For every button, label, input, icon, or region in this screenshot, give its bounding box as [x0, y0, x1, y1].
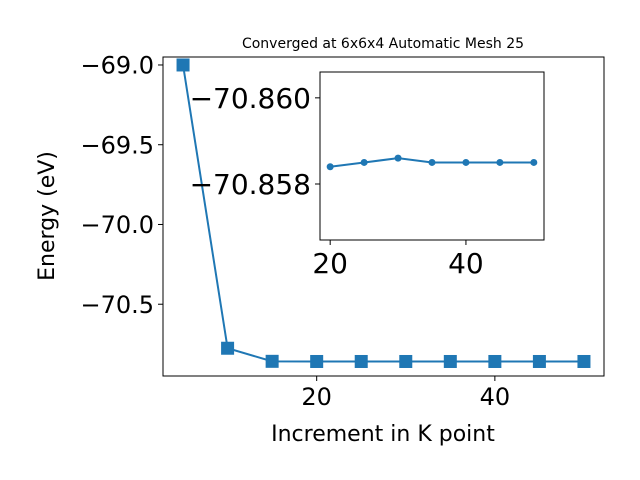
inset-data-point [462, 158, 470, 166]
main-data-point [221, 341, 235, 355]
inset-data-point [326, 163, 334, 171]
inset-plot-frame [319, 71, 545, 241]
main-data-point [532, 354, 546, 368]
inset-ticks: 20 40 −70.860 −70.858 [190, 82, 484, 280]
main-y-tick-label: −69.0 [80, 52, 154, 80]
main-data-point [310, 354, 324, 368]
chart-title: Converged at 6x6x4 Automatic Mesh 25 [242, 36, 524, 52]
inset-y-tick-label: −70.858 [190, 168, 311, 201]
main-data-point [577, 354, 591, 368]
main-data-point [176, 58, 190, 72]
inset-data-point [530, 158, 538, 166]
inset-series [326, 154, 538, 171]
main-series-line [182, 64, 584, 363]
main-data-point [488, 354, 502, 368]
main-x-tick-label: 20 [301, 383, 332, 411]
inset-y-tick-label: −70.860 [190, 82, 311, 115]
main-data-point [265, 354, 279, 368]
y-axis-label: Energy (eV) [35, 151, 60, 281]
main-y-tick-label: −69.5 [80, 131, 154, 159]
inset-x-tick-label: 40 [448, 247, 484, 280]
inset-x-tick-label: 20 [312, 247, 348, 280]
inset-data-point [496, 158, 504, 166]
main-y-tick-label: −70.5 [80, 291, 154, 319]
inset-data-point [360, 158, 368, 166]
main-ticks: 20 40 −69.0 −69.5 −70.0 −70.5 [80, 52, 510, 411]
main-series [176, 58, 591, 368]
inset-data-point [394, 154, 402, 162]
main-plot-frame [162, 56, 605, 377]
inset-data-point [428, 158, 436, 166]
main-x-tick-label: 40 [480, 383, 511, 411]
main-y-tick-label: −70.0 [80, 211, 154, 239]
main-data-point [354, 354, 368, 368]
main-data-point [399, 354, 413, 368]
main-data-point [443, 354, 457, 368]
x-axis-label: Increment in K point [271, 422, 495, 447]
